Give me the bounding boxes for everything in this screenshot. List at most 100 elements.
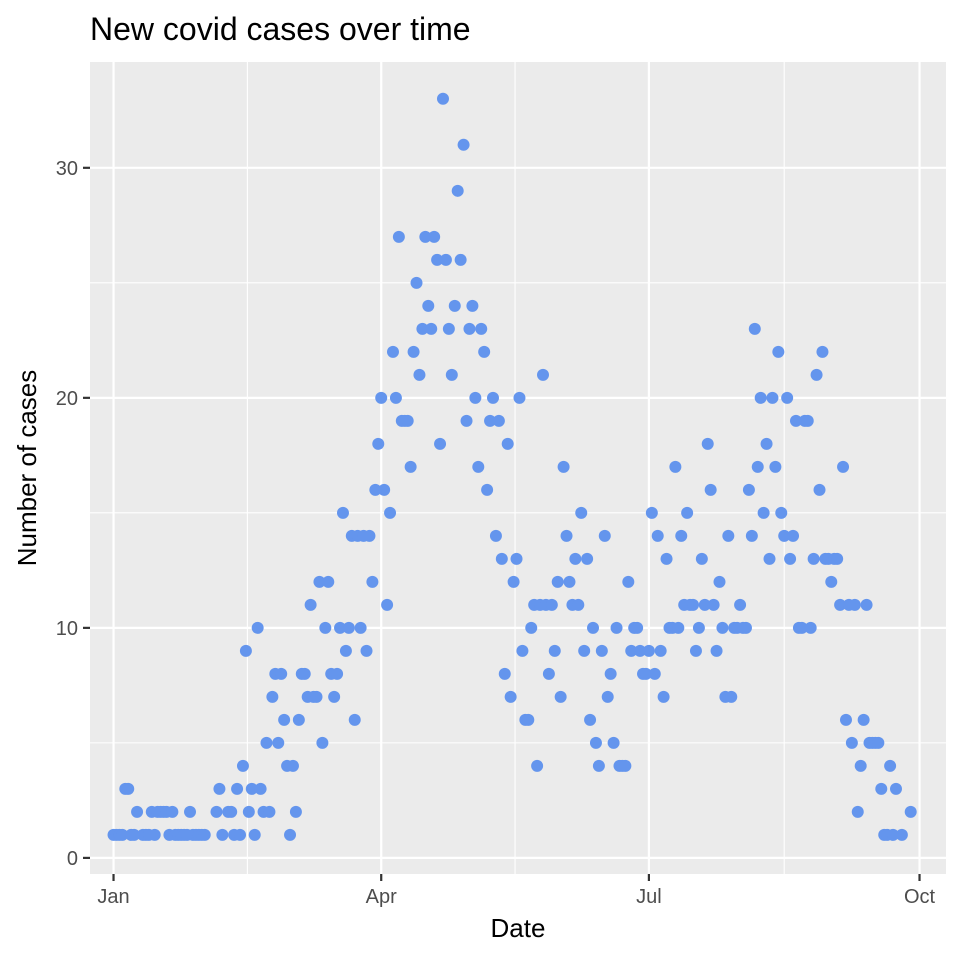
data-point — [369, 483, 382, 496]
x-tick-label: Apr — [366, 886, 397, 908]
data-point — [654, 644, 667, 657]
data-point — [572, 598, 585, 611]
data-point — [807, 552, 820, 565]
data-point — [316, 736, 329, 749]
data-point — [857, 713, 870, 726]
data-point — [372, 437, 385, 450]
data-point — [595, 644, 608, 657]
data-point — [363, 529, 376, 542]
data-point — [537, 368, 550, 381]
data-point — [816, 345, 829, 358]
data-point — [634, 644, 647, 657]
data-point — [598, 529, 611, 542]
data-point — [889, 782, 902, 795]
data-point — [763, 552, 776, 565]
data-point — [278, 713, 291, 726]
data-point — [610, 621, 623, 634]
data-point — [245, 782, 258, 795]
data-point — [386, 345, 399, 358]
data-point — [884, 759, 897, 772]
data-point — [745, 529, 758, 542]
data-point — [148, 828, 161, 841]
data-point — [522, 713, 535, 726]
data-point — [392, 230, 405, 243]
data-point — [460, 414, 473, 427]
data-point — [854, 759, 867, 772]
data-point — [416, 322, 429, 335]
data-point — [622, 575, 635, 588]
data-point — [722, 529, 735, 542]
data-point — [698, 598, 711, 611]
data-point — [331, 667, 344, 680]
data-point — [516, 644, 529, 657]
data-point — [651, 529, 664, 542]
data-point — [760, 437, 773, 450]
data-point — [557, 460, 570, 473]
data-point — [466, 299, 479, 312]
data-point — [813, 483, 826, 496]
gridlines — [90, 62, 946, 874]
data-point — [463, 322, 476, 335]
y-tick-label: 10 — [56, 618, 78, 640]
data-point — [428, 230, 441, 243]
data-point — [548, 644, 561, 657]
data-point — [778, 529, 791, 542]
data-point — [510, 552, 523, 565]
data-point — [648, 667, 661, 680]
data-point — [289, 805, 302, 818]
data-point — [272, 736, 285, 749]
data-point — [804, 621, 817, 634]
data-point — [692, 621, 705, 634]
data-point — [775, 506, 788, 519]
data-point — [381, 598, 394, 611]
data-point — [507, 575, 520, 588]
data-point — [542, 667, 555, 680]
data-point — [451, 184, 464, 197]
data-point — [313, 575, 326, 588]
data-point — [754, 391, 767, 404]
data-point — [734, 598, 747, 611]
data-point — [581, 552, 594, 565]
data-point — [681, 506, 694, 519]
data-point — [831, 552, 844, 565]
y-tick-label: 0 — [67, 848, 78, 870]
data-point — [236, 759, 249, 772]
data-point — [492, 414, 505, 427]
data-point — [216, 828, 229, 841]
data-point — [481, 483, 494, 496]
data-point — [625, 644, 638, 657]
data-point — [478, 345, 491, 358]
data-point — [328, 690, 341, 703]
data-point — [584, 713, 597, 726]
data-point — [339, 644, 352, 657]
data-point — [739, 621, 752, 634]
data-point — [875, 782, 888, 795]
data-point — [266, 690, 279, 703]
data-point — [378, 483, 391, 496]
data-point — [504, 690, 517, 703]
data-point — [419, 230, 432, 243]
data-point — [639, 667, 652, 680]
data-point — [810, 368, 823, 381]
data-point — [434, 437, 447, 450]
x-tick-label: Jul — [636, 886, 662, 908]
data-point — [642, 644, 655, 657]
data-point — [701, 437, 714, 450]
data-point — [895, 828, 908, 841]
data-point — [472, 460, 485, 473]
data-point — [231, 782, 244, 795]
x-tick-label: Oct — [904, 886, 936, 908]
data-point — [213, 782, 226, 795]
data-point — [872, 736, 885, 749]
data-point — [713, 575, 726, 588]
data-point — [704, 483, 717, 496]
data-point — [431, 253, 444, 266]
data-point — [248, 828, 261, 841]
data-point — [198, 828, 211, 841]
data-point — [795, 621, 808, 634]
data-point — [695, 552, 708, 565]
data-point — [210, 805, 223, 818]
data-point — [531, 759, 544, 772]
data-point — [184, 805, 197, 818]
